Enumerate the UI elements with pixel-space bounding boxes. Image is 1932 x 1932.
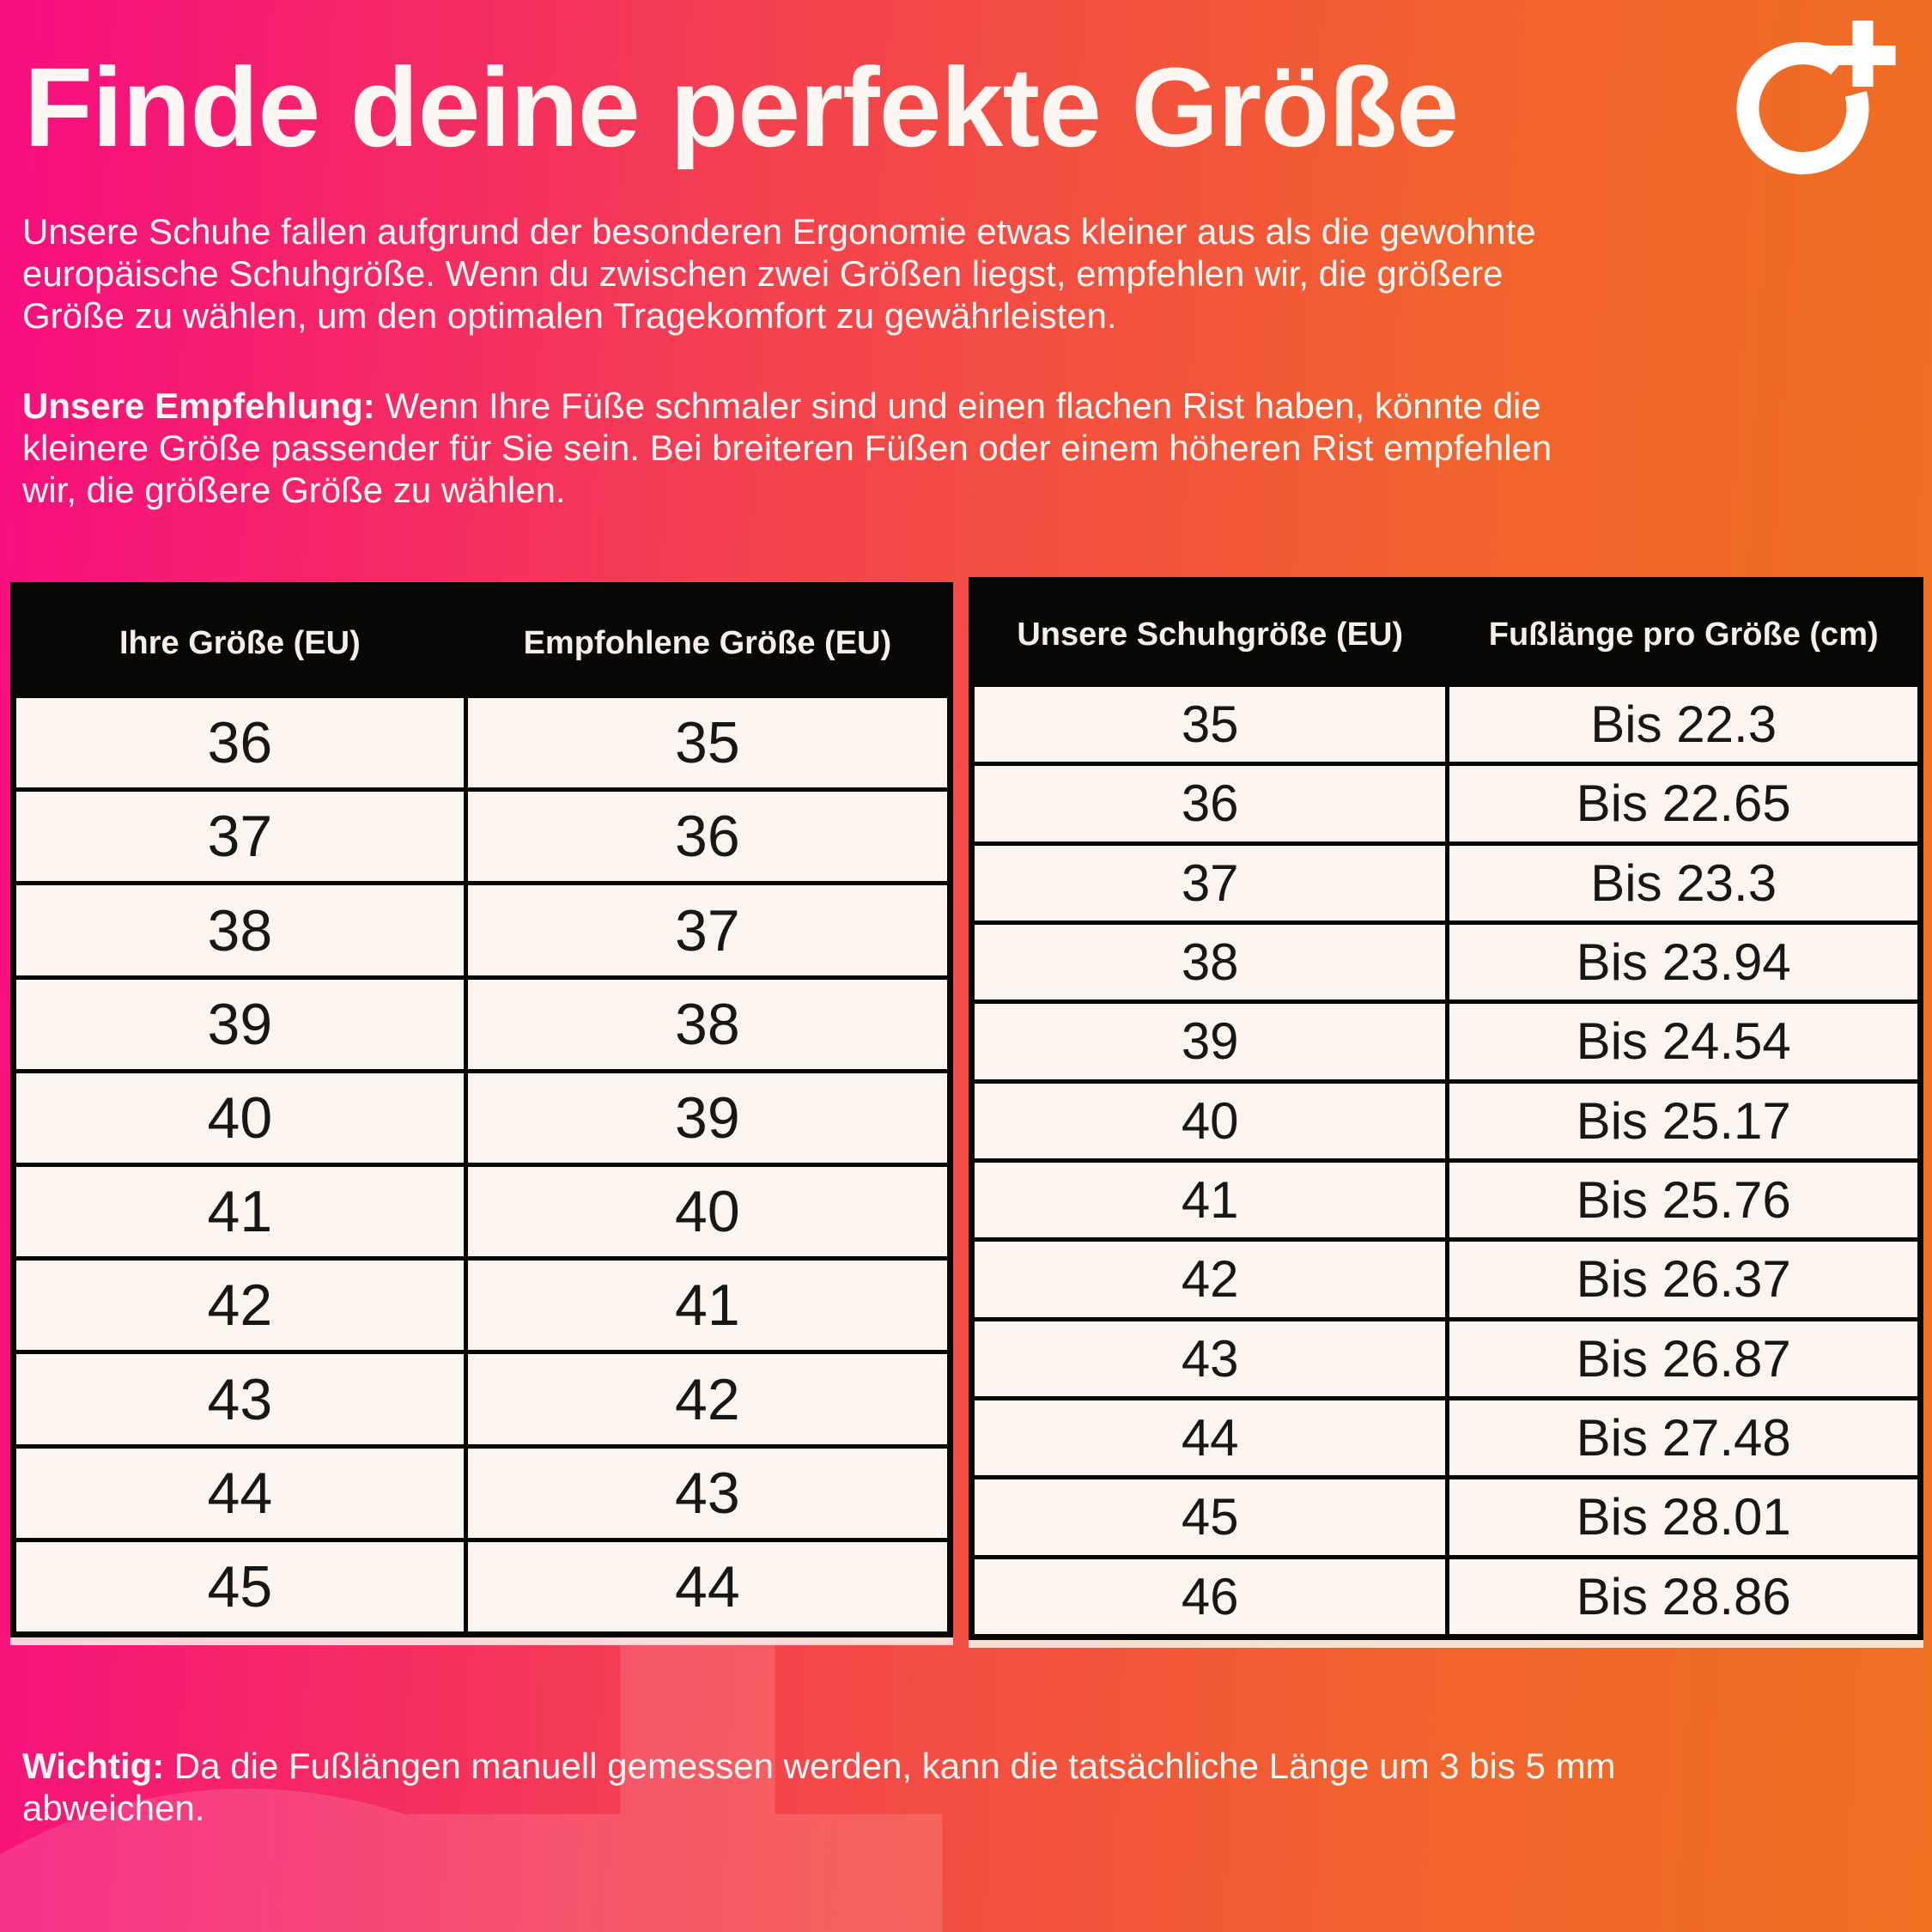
table-cell-foot-length: Bis 25.17: [1576, 1091, 1791, 1150]
table-cell-shoe-size: 45: [975, 1479, 1450, 1555]
foot-length-table-body: 35 Bis 22.3 36 Bis 22.65 37 Bis 23.3 38 …: [975, 687, 1917, 1634]
table-cell-your-size: 38: [16, 885, 468, 975]
table-row: 37 36: [16, 787, 947, 882]
table-cell-foot-length: Bis 23.3: [1590, 854, 1777, 912]
table-cell-recommended-size: 41: [675, 1273, 740, 1339]
table-cell-recommended-size: 43: [675, 1460, 740, 1526]
table-row: 42 Bis 26.37: [975, 1237, 1917, 1317]
table-cell-shoe-size: 46: [975, 1558, 1450, 1634]
table-cell-shoe-size: 41: [975, 1162, 1450, 1238]
table-row: 45 Bis 28.01: [975, 1475, 1917, 1555]
table-cell-recommended-size: 38: [675, 991, 740, 1057]
table-row: 40 39: [16, 1068, 947, 1163]
size-conversion-table-body: 36 35 37 36 38 37 39 38: [16, 698, 947, 1632]
table-cell-your-size: 43: [16, 1354, 468, 1444]
table-cell-foot-length: Bis 22.65: [1576, 775, 1791, 833]
table-row: 37 Bis 23.3: [975, 841, 1917, 920]
table-row: 41 Bis 25.76: [975, 1157, 1917, 1238]
table-row: 46 Bis 28.86: [975, 1554, 1917, 1634]
footer-note: Wichtig: Da die Fußlängen manuell gemess…: [22, 1745, 1911, 1829]
table-cell-foot-length: Bis 23.94: [1576, 933, 1791, 992]
recommendation-text: Wenn Ihre Füße schmaler sind und einen f…: [22, 386, 1552, 511]
table-cell-foot-length: Bis 28.01: [1576, 1488, 1791, 1546]
table-cell-foot-length: Bis 26.87: [1576, 1329, 1791, 1388]
table-cell-foot-length: Bis 27.48: [1576, 1409, 1791, 1467]
table-row: 40 Bis 25.17: [975, 1078, 1917, 1158]
footer-note-label: Wichtig:: [22, 1746, 165, 1786]
table-cell-recommended-size: 44: [675, 1553, 740, 1619]
table-cell-shoe-size: 37: [975, 845, 1450, 920]
table-row: 43 Bis 26.87: [975, 1316, 1917, 1396]
brand-logo-o-plus-icon: [1736, 21, 1896, 175]
recommendation-paragraph: Unsere Empfehlung: Wenn Ihre Füße schmal…: [22, 385, 1911, 511]
table-cell-shoe-size: 42: [975, 1242, 1450, 1317]
table-row: 38 37: [16, 881, 947, 975]
table-cell-shoe-size: 39: [975, 1004, 1450, 1079]
table-cell-foot-length: Bis 25.76: [1576, 1171, 1791, 1230]
table-cell-foot-length: Bis 22.3: [1590, 696, 1777, 754]
table-cell-recommended-size: 39: [675, 1084, 740, 1151]
table-row: 39 38: [16, 975, 947, 1069]
table-cell-your-size: 42: [16, 1261, 468, 1351]
table-cell-shoe-size: 35: [975, 687, 1450, 762]
size-conversion-table: Ihre Größe (EU) Empfohlene Größe (EU) 36…: [10, 582, 953, 1637]
table-row: 35 Bis 22.3: [975, 687, 1917, 762]
column-header-foot-length: Fußlänge pro Größe (cm): [1488, 617, 1879, 653]
table-cell-foot-length: Bis 28.86: [1576, 1567, 1791, 1625]
table-cell-shoe-size: 38: [975, 924, 1450, 1000]
recommendation-label: Unsere Empfehlung:: [22, 386, 375, 426]
table-cell-recommended-size: 35: [675, 710, 740, 776]
table-row: 39 Bis 24.54: [975, 999, 1917, 1079]
table-row: 36 35: [16, 698, 947, 788]
page-title: Finde deine perfekte Größe: [24, 44, 1459, 170]
table-cell-shoe-size: 36: [975, 766, 1450, 841]
column-header-recommended-size: Empfohlene Größe (EU): [523, 624, 892, 661]
table-row: 44 43: [16, 1443, 947, 1538]
table-cell-your-size: 45: [16, 1541, 468, 1632]
table-cell-your-size: 37: [16, 792, 468, 882]
table-cell-shoe-size: 43: [975, 1321, 1450, 1396]
foot-length-table: Unsere Schuhgröße (EU) Fußlänge pro Größ…: [969, 577, 1923, 1640]
table-row: 42 41: [16, 1256, 947, 1351]
table-cell-recommended-size: 36: [675, 804, 740, 870]
table-row: 43 42: [16, 1350, 947, 1444]
table-row: 41 40: [16, 1163, 947, 1257]
intro-paragraph: Unsere Schuhe fallen aufgrund der besond…: [22, 211, 1536, 337]
table-row: 38 Bis 23.94: [975, 920, 1917, 1000]
table-row: 36 Bis 22.65: [975, 762, 1917, 841]
footer-note-text: Da die Fußlängen manuell gemessen werden…: [22, 1746, 1616, 1829]
table-cell-your-size: 36: [16, 698, 468, 788]
column-header-your-size: Ihre Größe (EU): [16, 588, 468, 698]
table-cell-your-size: 39: [16, 979, 468, 1069]
table-cell-recommended-size: 40: [675, 1179, 740, 1245]
table-cell-foot-length: Bis 26.37: [1576, 1250, 1791, 1309]
column-header-our-shoe-size: Unsere Schuhgröße (EU): [975, 583, 1450, 687]
table-row: 44 Bis 27.48: [975, 1395, 1917, 1476]
table-cell-foot-length: Bis 24.54: [1576, 1012, 1791, 1071]
size-conversion-table-header: Ihre Größe (EU) Empfohlene Größe (EU): [16, 588, 947, 698]
table-cell-recommended-size: 42: [675, 1366, 740, 1432]
table-cell-your-size: 41: [16, 1167, 468, 1257]
table-cell-recommended-size: 37: [675, 897, 740, 963]
foot-length-table-header: Unsere Schuhgröße (EU) Fußlänge pro Größ…: [975, 583, 1917, 687]
table-cell-your-size: 40: [16, 1072, 468, 1163]
table-cell-shoe-size: 40: [975, 1083, 1450, 1158]
table-row: 45 44: [16, 1537, 947, 1632]
table-cell-shoe-size: 44: [975, 1400, 1450, 1476]
table-cell-your-size: 44: [16, 1448, 468, 1538]
